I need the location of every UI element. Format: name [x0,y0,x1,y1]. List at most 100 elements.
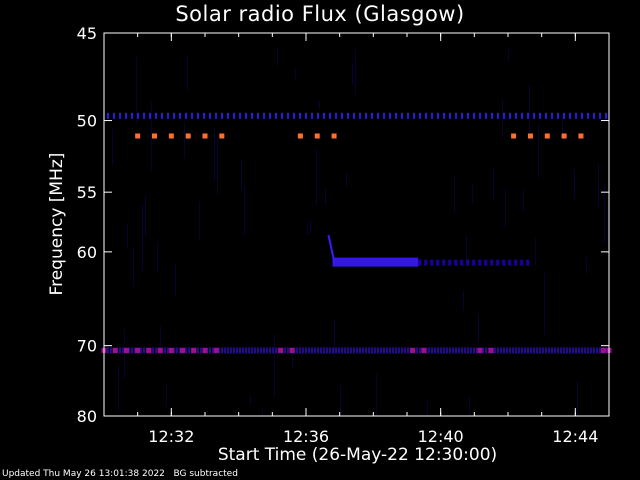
noise-streak [508,48,509,62]
band-dot [263,112,265,119]
band-dot [533,347,535,354]
band-dot [296,347,298,354]
drift-tail [520,259,524,266]
emission-bands [107,112,607,354]
burst-mark [168,347,174,353]
band-dot [437,347,439,354]
footer-updated: Updated Thu May 26 13:01:38 2022 [2,469,165,479]
burst-mark [185,133,191,139]
band-dot [443,347,445,354]
band-dot [245,112,247,119]
background-noise [112,47,605,415]
burst-mark [488,347,494,353]
noise-streak [604,183,605,244]
burst-mark [578,133,584,139]
y-tick-label: 45 [77,24,97,43]
band-dot [563,112,565,119]
noise-streak [295,68,296,80]
band-dot [455,112,457,119]
band-dot [155,112,157,119]
drift-tail [460,259,464,266]
burst-mark [180,347,186,353]
band-dot [551,347,553,354]
band-dot [266,347,268,354]
band-dot [461,347,463,354]
band-dot [359,112,361,119]
band-dot [596,347,598,354]
burst-mark [146,347,152,353]
band-dot [548,347,550,354]
band-dot [455,347,457,354]
noise-streak [199,201,200,242]
band-dot [470,347,472,354]
noise-streak [334,320,335,358]
burst-mark [289,347,295,353]
drift-tail [508,259,512,266]
burst-marks [101,133,612,353]
band-dot [491,112,493,119]
noise-streak [346,172,347,187]
band-dot [377,112,379,119]
band-dot [521,112,523,119]
drift-tail [430,259,434,266]
band-dot [407,112,409,119]
band-dot [473,347,475,354]
band-dot [305,112,307,119]
burst-mark [278,347,284,353]
band-dot [365,112,367,119]
x-tick-label: 12:44 [552,427,598,446]
drift-tail [496,259,500,266]
band-dot [542,347,544,354]
band-dot [506,347,508,354]
noise-streak [145,194,146,238]
band-dot [149,112,151,119]
band-dot [476,347,478,354]
band-dot [188,347,190,354]
drift-tail [424,259,428,266]
band-dot [551,112,553,119]
band-dot [311,347,313,354]
band-dot [605,112,607,119]
band-dot [587,347,589,354]
band-dot [431,112,433,119]
band-dot [587,112,589,119]
noise-streak [586,256,587,275]
band-dot [326,347,328,354]
burst-mark [213,347,219,353]
band-dot [425,112,427,119]
band-dot [254,347,256,354]
band-dot [599,112,601,119]
noise-streak [544,272,545,336]
band-dot [389,347,391,354]
band-dot [197,347,199,354]
band-dot [401,112,403,119]
band-dot [383,112,385,119]
band-dot [134,347,136,354]
band-dot [347,347,349,354]
band-dot [251,112,253,119]
band-dot [350,347,352,354]
band-dot [584,347,586,354]
band-dot [497,347,499,354]
noise-streak [136,56,137,124]
band-dot [107,112,109,119]
burst-mark [314,133,320,139]
band-dot [323,112,325,119]
band-dot [218,347,220,354]
noise-streak [166,383,167,408]
footer-status: Updated Thu May 26 13:01:38 2022 BG subt… [2,469,238,479]
noise-streak [466,234,467,264]
band-dot [338,347,340,354]
burst-mark [600,347,606,353]
band-dot [395,347,397,354]
noise-streak [523,189,524,213]
band-dot [512,347,514,354]
band-dot [467,112,469,119]
band-dot [293,112,295,119]
band-dot [503,347,505,354]
band-dot [317,112,319,119]
band-dot [257,112,259,119]
noise-streak [184,121,185,159]
band-dot [200,347,202,354]
band-dot [485,112,487,119]
